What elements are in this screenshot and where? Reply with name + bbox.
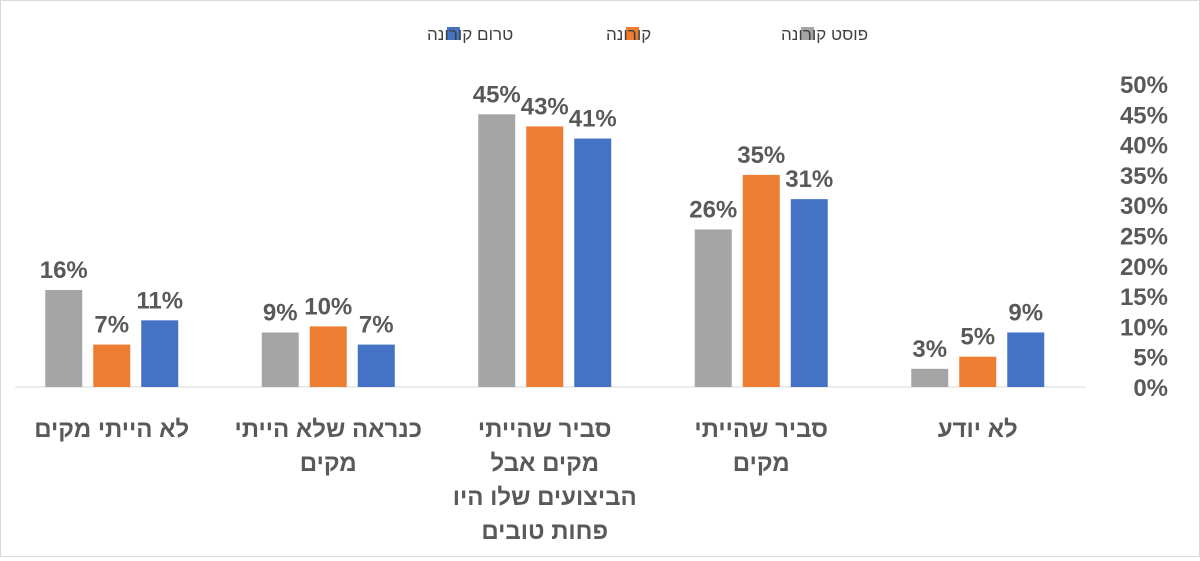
category-label: סביר שהייתי (478, 416, 612, 443)
bar (959, 356, 997, 387)
data-label: 3% (912, 336, 947, 363)
legend-swatch (447, 27, 460, 40)
y-tick-label: 45% (1120, 102, 1168, 129)
data-label: 7% (94, 312, 129, 339)
category-label: מקים (300, 450, 357, 477)
data-label: 10% (304, 293, 352, 320)
bar (526, 126, 564, 388)
data-label: 45% (473, 81, 521, 108)
y-tick-label: 5% (1133, 345, 1168, 372)
legend-label: פוסט קורונה (781, 25, 868, 44)
legend-label: קורונה (606, 25, 651, 44)
bar (93, 344, 131, 387)
category-label: לא יודע (938, 416, 1018, 443)
category-label: הביצועים שלו היו (453, 484, 637, 511)
y-tick-label: 15% (1120, 284, 1168, 311)
category-label: מקים אבל (490, 450, 599, 477)
y-tick-label: 30% (1120, 193, 1168, 220)
bar (1007, 332, 1045, 387)
data-label: 9% (263, 299, 298, 326)
category-label: מקים (733, 450, 790, 477)
bar (141, 320, 179, 387)
data-label: 43% (521, 93, 569, 120)
data-label: 31% (785, 166, 833, 193)
data-label: 41% (569, 106, 617, 133)
y-tick-label: 0% (1133, 375, 1168, 402)
bar (261, 332, 299, 387)
category-label: לא הייתי מקים (34, 416, 189, 443)
bar (45, 290, 83, 387)
bar (790, 199, 828, 387)
bar (694, 229, 732, 387)
data-label: 7% (359, 312, 394, 339)
bar (357, 344, 395, 387)
category-label: כנראה שלא הייתי (235, 416, 423, 443)
data-label: 16% (40, 257, 88, 284)
data-label: 9% (1008, 299, 1043, 326)
y-tick-label: 35% (1120, 163, 1168, 190)
bar (911, 368, 949, 387)
legend-label: טרום קורונה (427, 25, 513, 44)
bar (742, 174, 780, 387)
y-tick-label: 10% (1120, 314, 1168, 341)
y-tick-label: 50% (1120, 72, 1168, 99)
legend-swatch (626, 27, 639, 40)
data-label: 11% (136, 287, 183, 314)
y-tick-label: 25% (1120, 224, 1168, 251)
data-label: 35% (737, 142, 785, 169)
category-label: פחות טובים (481, 518, 608, 545)
data-label: 5% (960, 324, 995, 351)
category-label: סביר שהייתי (694, 416, 828, 443)
data-label: 26% (689, 196, 737, 223)
bar (309, 326, 347, 387)
y-tick-label: 20% (1120, 254, 1168, 281)
legend-swatch (801, 27, 814, 40)
y-tick-label: 40% (1120, 133, 1168, 160)
bar (574, 138, 612, 387)
bar (478, 114, 516, 388)
